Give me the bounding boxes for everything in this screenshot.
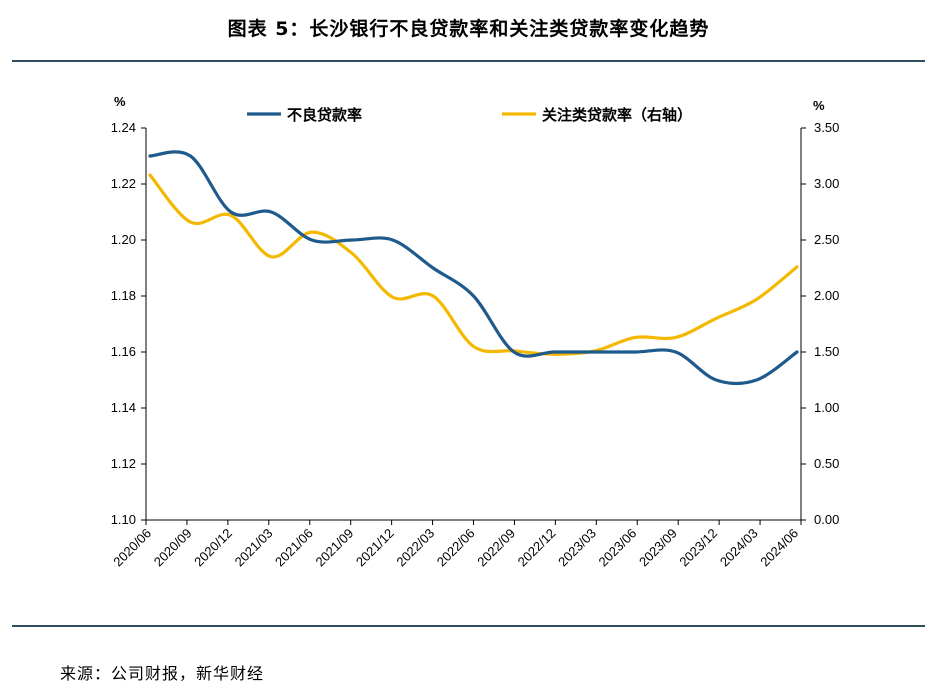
right-tick-label: 0.00 (814, 512, 839, 527)
x-tick-label: 2020/06 (110, 526, 154, 570)
series-line-attention-loan-ratio (148, 173, 799, 356)
x-tick-label: 2023/12 (676, 526, 720, 570)
x-tick-label: 2021/03 (232, 526, 276, 570)
x-tick-label: 2022/06 (434, 526, 478, 570)
x-tick-label: 2022/09 (474, 526, 518, 570)
left-tick-label: 1.20 (111, 232, 136, 247)
left-tick-label: 1.18 (111, 288, 136, 303)
x-tick-label: 2023/03 (555, 526, 599, 570)
left-tick-label: 1.22 (111, 176, 136, 191)
x-tick-label: 2023/09 (636, 526, 680, 570)
left-tick-label: 1.12 (111, 456, 136, 471)
right-unit-label: % (813, 98, 825, 113)
x-tick-label: 2022/12 (515, 526, 559, 570)
series-line-npl-ratio (148, 150, 799, 386)
x-tick-label: 2020/09 (151, 526, 195, 570)
right-tick-label: 3.50 (814, 120, 839, 135)
bottom-divider (12, 625, 925, 627)
x-tick-label: 2021/12 (353, 526, 397, 570)
x-tick-label: 2021/06 (272, 526, 316, 570)
left-tick-label: 1.16 (111, 344, 136, 359)
right-tick-label: 1.00 (814, 400, 839, 415)
left-tick-label: 1.14 (111, 400, 136, 415)
x-tick-label: 2024/03 (717, 526, 761, 570)
left-tick-label: 1.10 (111, 512, 136, 527)
right-tick-label: 2.50 (814, 232, 839, 247)
left-unit-label: % (114, 94, 126, 109)
x-tick-label: 2021/09 (312, 526, 356, 570)
top-divider (12, 60, 925, 62)
right-tick-label: 0.50 (814, 456, 839, 471)
legend-label-1: 不良贷款率 (287, 106, 362, 124)
chart-axes: 1.10 1.12 1.14 1.16 1.18 1.20 1.22 1.24 0.00 0.50… (110, 94, 839, 569)
legend-label-2: 关注类贷款率（右轴） (542, 106, 692, 124)
page-title: 图表 5：长沙银行不良贷款率和关注类贷款率变化趋势 (227, 18, 710, 40)
source-note: 来源：公司财报，新华财经 (60, 664, 265, 683)
x-tick-label: 2024/06 (757, 526, 801, 570)
right-tick-label: 3.00 (814, 176, 839, 191)
right-tick-label: 1.50 (814, 344, 839, 359)
left-tick-label: 1.24 (111, 120, 136, 135)
x-tick-label: 2020/12 (191, 526, 235, 570)
x-tick-label: 2023/06 (596, 526, 640, 570)
chart-lines (148, 150, 799, 386)
chart-legend: 不良贷款率 关注类贷款率（右轴） (247, 106, 692, 124)
right-tick-label: 2.00 (814, 288, 839, 303)
x-tick-label: 2022/03 (393, 526, 437, 570)
